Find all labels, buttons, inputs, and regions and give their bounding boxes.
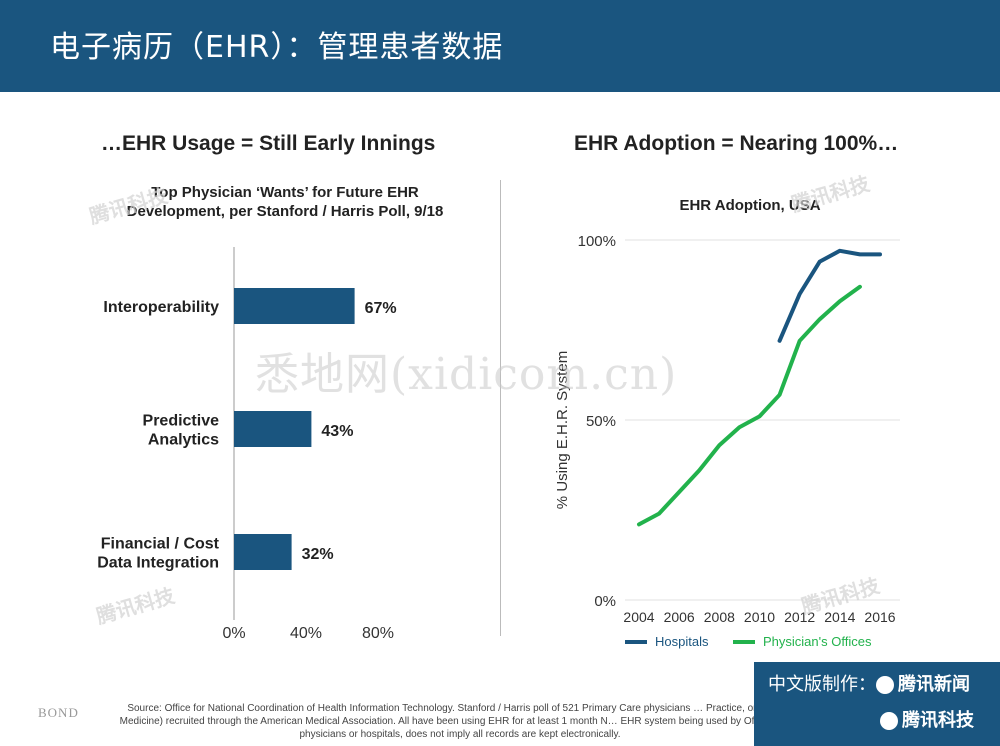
bond-logo: BOND [38,705,79,720]
x-tick-label: 2004 [623,609,654,625]
x-tick-label: 80% [362,625,394,642]
y-axis-label: % Using E.H.R. System [554,351,571,509]
left-panel-title: …EHR Usage = Still Early Innings [101,132,436,155]
bar [234,534,292,570]
legend-label: Physician's Offices [763,634,872,649]
watermark-text: 悉地网(xidicom.cn) [255,349,678,400]
series-line [777,248,882,343]
credit-line: 腾讯科技 [880,706,974,732]
panel-divider [500,180,501,636]
data-label: 67% [365,300,397,317]
credit-brand-tech: 腾讯科技 [902,710,974,731]
x-tick-label: 2008 [704,609,735,625]
right-panel-title: EHR Adoption = Nearing 100%… [574,132,899,155]
legend-label: Hospitals [655,634,709,649]
bar [234,411,312,447]
y-tick-label: 50% [586,413,616,430]
x-tick-label: 0% [222,625,245,642]
tencent-tech-logo-icon [880,712,898,730]
x-tick-label: 2012 [784,609,815,625]
category-label: Interoperability [103,299,219,316]
category-label: Financial / Cost Data Integration [97,536,219,572]
y-tick-label: 0% [594,593,616,610]
credit-line: 中文版制作： 腾讯新闻 [768,670,970,696]
data-label: 43% [321,423,353,440]
category-label: Predictive Analytics [143,413,220,449]
tencent-news-logo-icon [876,676,894,694]
x-tick-label: 2006 [664,609,695,625]
x-tick-label: 2014 [824,609,855,625]
page-title: 电子病历（EHR）：管理患者数据 [50,30,504,65]
x-tick-label: 2016 [864,609,895,625]
data-label: 32% [302,546,334,563]
bar [234,288,355,324]
credit-box: 中文版制作： 腾讯新闻 腾讯科技 [754,662,1000,746]
credit-label: 中文版制作： [768,674,876,695]
line-chart-title: EHR Adoption, USA [679,197,821,214]
series-line [637,284,862,527]
bar-chart-title: Top Physician ‘Wants’ for Future EHR Dev… [126,184,444,220]
x-tick-label: 2010 [744,609,775,625]
source-note: Source: Office for National Coordination… [119,703,801,740]
y-tick-label: 100% [578,233,616,250]
x-tick-label: 40% [290,625,322,642]
header-bar: 电子病历（EHR）：管理患者数据 [0,0,1000,92]
credit-brand-news: 腾讯新闻 [898,674,970,695]
